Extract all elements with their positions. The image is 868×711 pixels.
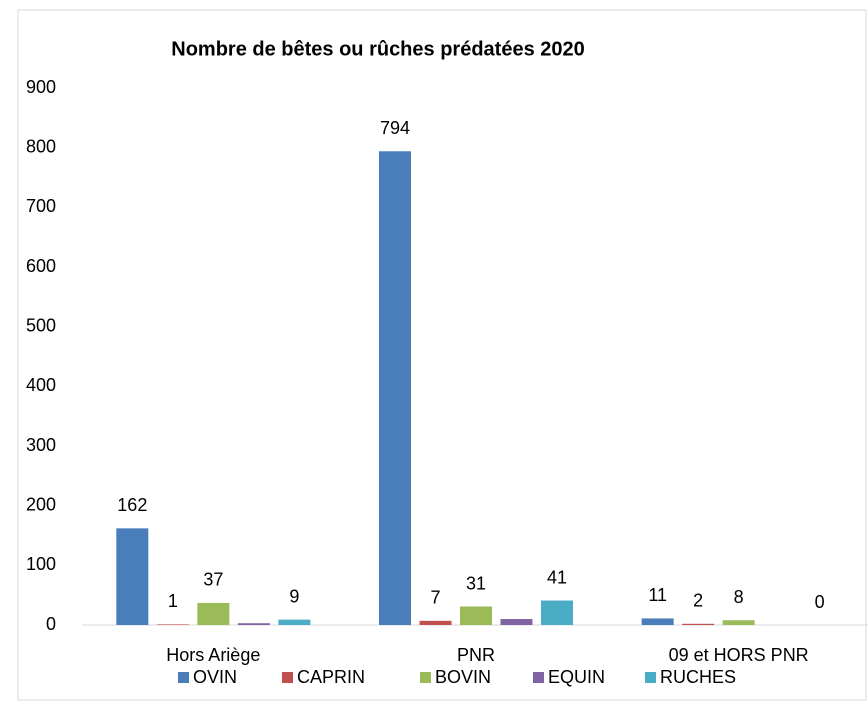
legend-label: BOVIN	[435, 667, 491, 687]
legend-label: RUCHES	[660, 667, 736, 687]
bar	[419, 620, 452, 625]
chart-border	[17, 9, 867, 701]
legend-swatch	[282, 672, 293, 683]
bar	[641, 618, 674, 625]
legend-swatch	[533, 672, 544, 683]
legend-swatch	[645, 672, 656, 683]
bar	[237, 623, 270, 625]
legend-swatch	[420, 672, 431, 683]
chart-title: Nombre de bêtes ou rûches prédatées 2020	[171, 38, 585, 60]
data-label: 794	[380, 118, 410, 138]
data-label: 11	[648, 585, 667, 605]
bar	[541, 600, 573, 625]
y-tick-label: 400	[26, 375, 56, 395]
bar	[116, 528, 149, 625]
y-tick-label: 100	[26, 554, 56, 574]
legend-label: EQUIN	[548, 667, 605, 687]
data-label: 8	[734, 587, 744, 607]
data-label: 1	[168, 591, 178, 611]
legend-label: CAPRIN	[297, 667, 365, 687]
bar	[278, 619, 311, 625]
y-tick-label: 700	[26, 196, 56, 216]
y-tick-label: 800	[26, 136, 56, 156]
bar	[156, 624, 189, 625]
data-label: 2	[693, 591, 703, 611]
bar	[460, 606, 492, 625]
y-tick-label: 900	[26, 77, 56, 97]
data-label: 9	[289, 586, 299, 606]
y-tick-label: 300	[26, 435, 56, 455]
y-tick-label: 500	[26, 315, 56, 335]
bar	[379, 151, 411, 625]
y-tick-label: 600	[26, 256, 56, 276]
bar	[682, 623, 715, 625]
x-tick-label: 09 et HORS PNR	[669, 645, 809, 665]
bar	[197, 602, 230, 625]
legend-label: OVIN	[193, 667, 237, 687]
bar	[500, 619, 533, 625]
y-tick-label: 0	[46, 614, 56, 634]
data-label: 162	[117, 495, 147, 515]
data-label: 37	[203, 570, 223, 590]
data-label: 41	[547, 567, 567, 587]
bar	[722, 620, 755, 625]
y-tick-label: 200	[26, 494, 56, 514]
legend-swatch	[178, 672, 189, 683]
data-label: 31	[466, 573, 486, 593]
x-tick-label: Hors Ariège	[166, 645, 260, 665]
x-tick-label: PNR	[457, 645, 495, 665]
data-label: 0	[815, 592, 825, 612]
data-label: 7	[430, 588, 440, 608]
